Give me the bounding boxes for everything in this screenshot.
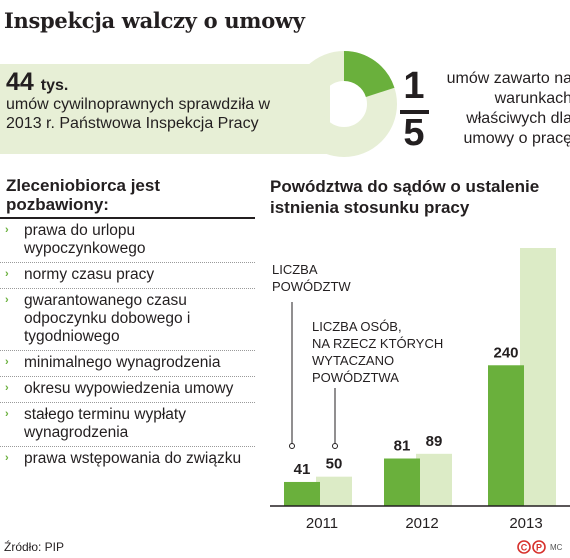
donut-highlight — [291, 51, 397, 157]
source-note: Źródło: PIP — [4, 540, 65, 554]
list-item-text: minimalnego wynagrodzenia — [24, 354, 221, 371]
summary-value: 44 tys. — [6, 68, 68, 97]
chevron-bullet-icon: › — [5, 452, 9, 464]
summary-banner — [0, 64, 330, 154]
data-label-suits-2012: 81 — [394, 438, 411, 455]
svg-text:C: C — [521, 543, 528, 553]
rights-heading: Zleceniobiorca jest pozbawiony: — [6, 176, 160, 214]
tick-label-2013: 2013 — [509, 515, 542, 532]
list-item: › stałego terminu wypłaty wynagrodzenia — [0, 403, 255, 447]
legend-series-suits: LICZBA POWÓDZTW — [272, 262, 351, 294]
list-item: › normy czasu pracy — [0, 263, 255, 289]
bar-persons-2013 — [520, 248, 556, 506]
chevron-bullet-icon: › — [5, 224, 9, 236]
summary-number: 44 — [6, 68, 34, 96]
list-item-text: prawa wstępowania do związku — [24, 450, 242, 467]
bar-suits-2013 — [488, 365, 524, 506]
bar-persons-2011 — [316, 476, 352, 506]
copyright-logo-icon: C P — [517, 540, 546, 554]
tick-label-2011: 2011 — [306, 515, 338, 532]
chevron-bullet-icon: › — [5, 382, 9, 394]
fraction-numerator: 1 — [403, 65, 425, 107]
data-label-suits-2013: 240 — [493, 344, 518, 361]
bar-persons-2012 — [416, 453, 452, 506]
list-item: › minimalnego wynagrodzenia — [0, 351, 255, 377]
fraction-bar — [400, 110, 429, 114]
page-title: Inspekcja walczy o umowy — [4, 8, 305, 33]
data-label-persons-2012: 89 — [426, 433, 443, 450]
list-item-text: stałego terminu wypłaty wynagrodzenia — [24, 406, 186, 441]
chevron-bullet-icon: › — [5, 268, 9, 280]
chevron-bullet-icon: › — [5, 408, 9, 420]
rights-list: › prawa do urlopu wypoczynkowego › normy c… — [0, 219, 255, 472]
list-item-text: gwarantowanego czasu odpoczynku dobowego… — [24, 292, 191, 345]
chevron-bullet-icon: › — [5, 356, 9, 368]
list-item-text: prawa do urlopu wypoczynkowego — [24, 222, 146, 257]
bar-suits-2012 — [384, 458, 420, 506]
bar-chart: 41502011818920122404402013LICZBAPOWÓDZTW… — [270, 248, 570, 532]
summary-text: umów cywilnoprawnych sprawdziła w 2013 r… — [6, 96, 271, 132]
list-item: › okresu wypowiedzenia umowy — [0, 377, 255, 403]
list-item: › prawa do urlopu wypoczynkowego — [0, 219, 255, 263]
fraction-denominator: 5 — [403, 112, 425, 154]
tick-label-2012: 2012 — [405, 515, 438, 532]
list-item: › prawa wstępowania do związku — [0, 447, 255, 472]
bar-suits-2011 — [284, 481, 320, 506]
chevron-bullet-icon: › — [5, 294, 9, 306]
svg-text:P: P — [536, 543, 542, 553]
donut-chart — [291, 51, 397, 157]
list-item-text: normy czasu pracy — [24, 266, 155, 283]
author-credit: MC — [550, 543, 563, 552]
data-label-suits-2011: 41 — [294, 461, 311, 478]
fraction-text: umów zawarto na warunkach właściwych dla… — [446, 70, 570, 147]
chart-title: Powództwa do sądów o ustalenie istnienia… — [270, 177, 540, 217]
legend-dot-suits — [289, 443, 295, 449]
legend-dot-persons — [332, 443, 338, 449]
summary-unit: tys. — [40, 77, 69, 94]
rights-divider — [0, 217, 255, 219]
legend-series-persons: LICZBA OSÓB, NA RZECZ KTÓRYCH WYTACZANO POW… — [312, 319, 443, 385]
data-label-persons-2011: 50 — [326, 456, 343, 473]
list-item: › gwarantowanego czasu odpoczynku doboweg… — [0, 289, 255, 351]
list-item-text: okresu wypowiedzenia umowy — [24, 380, 234, 397]
